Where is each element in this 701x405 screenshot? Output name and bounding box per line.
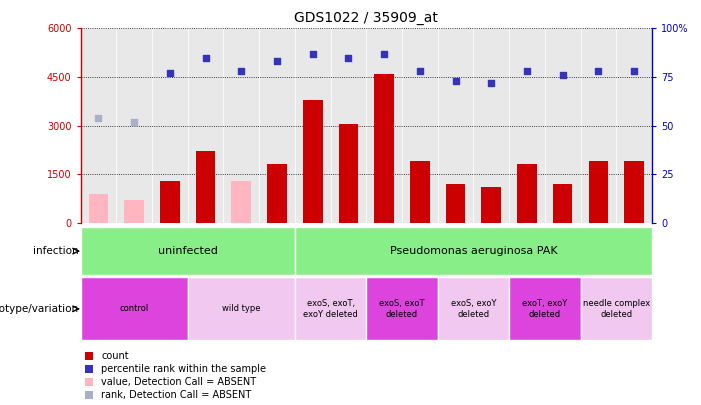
- Bar: [473, 28, 509, 223]
- Text: wild type: wild type: [222, 304, 261, 313]
- Point: [164, 70, 175, 76]
- Bar: [81, 227, 295, 275]
- Title: GDS1022 / 35909_at: GDS1022 / 35909_at: [294, 11, 438, 25]
- Text: exoT, exoY
deleted: exoT, exoY deleted: [522, 299, 567, 318]
- Bar: [81, 28, 116, 223]
- Bar: [259, 28, 295, 223]
- Text: exoS, exoT,
exoY deleted: exoS, exoT, exoY deleted: [304, 299, 358, 318]
- Bar: [339, 124, 358, 223]
- Bar: [116, 28, 152, 223]
- Text: uninfected: uninfected: [158, 246, 218, 256]
- Bar: [410, 161, 430, 223]
- Point: [414, 68, 426, 75]
- Text: genotype/variation: genotype/variation: [0, 304, 79, 314]
- Point: [629, 68, 640, 75]
- Bar: [616, 28, 652, 223]
- Bar: [152, 28, 188, 223]
- Bar: [589, 161, 608, 223]
- Point: [200, 54, 211, 61]
- Bar: [625, 161, 644, 223]
- Point: [236, 68, 247, 75]
- Bar: [188, 277, 295, 340]
- Point: [343, 54, 354, 61]
- Bar: [196, 151, 215, 223]
- Bar: [366, 277, 437, 340]
- Point: [450, 78, 461, 84]
- Bar: [437, 28, 473, 223]
- Bar: [88, 194, 108, 223]
- Point: [271, 58, 283, 65]
- Point: [486, 79, 497, 86]
- Bar: [580, 277, 652, 340]
- Bar: [295, 227, 652, 275]
- Legend: count, percentile rank within the sample, value, Detection Call = ABSENT, rank, : count, percentile rank within the sample…: [86, 352, 266, 400]
- Bar: [295, 277, 366, 340]
- Bar: [402, 28, 437, 223]
- Text: exoS, exoT
deleted: exoS, exoT deleted: [379, 299, 425, 318]
- Bar: [509, 28, 545, 223]
- Bar: [224, 28, 259, 223]
- Bar: [482, 187, 501, 223]
- Bar: [267, 164, 287, 223]
- Bar: [231, 181, 251, 223]
- Text: exoS, exoY
deleted: exoS, exoY deleted: [451, 299, 496, 318]
- Bar: [81, 277, 188, 340]
- Text: needle complex
deleted: needle complex deleted: [583, 299, 650, 318]
- Bar: [303, 100, 322, 223]
- Bar: [374, 74, 394, 223]
- Bar: [366, 28, 402, 223]
- Bar: [124, 200, 144, 223]
- Bar: [295, 28, 331, 223]
- Text: Pseudomonas aeruginosa PAK: Pseudomonas aeruginosa PAK: [390, 246, 557, 256]
- Point: [93, 115, 104, 121]
- Bar: [437, 277, 509, 340]
- Point: [593, 68, 604, 75]
- Text: control: control: [120, 304, 149, 313]
- Point: [557, 72, 569, 78]
- Bar: [188, 28, 224, 223]
- Bar: [517, 164, 537, 223]
- Bar: [545, 28, 580, 223]
- Bar: [580, 28, 616, 223]
- Point: [379, 50, 390, 57]
- Point: [307, 50, 318, 57]
- Bar: [160, 181, 179, 223]
- Point: [522, 68, 533, 75]
- Text: infection: infection: [33, 246, 79, 256]
- Bar: [553, 184, 573, 223]
- Bar: [446, 184, 465, 223]
- Point: [128, 118, 139, 125]
- Bar: [331, 28, 366, 223]
- Bar: [509, 277, 580, 340]
